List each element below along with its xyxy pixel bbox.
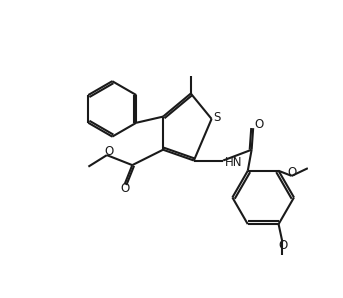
Text: O: O xyxy=(105,145,114,158)
Text: O: O xyxy=(279,240,288,252)
Text: O: O xyxy=(288,166,297,179)
Text: S: S xyxy=(213,111,221,124)
Text: O: O xyxy=(120,182,129,195)
Text: O: O xyxy=(255,118,264,131)
Text: HN: HN xyxy=(225,156,242,169)
